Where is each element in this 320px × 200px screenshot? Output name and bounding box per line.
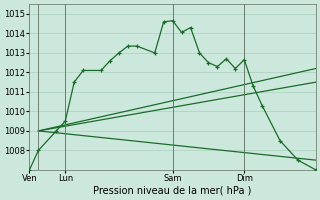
X-axis label: Pression niveau de la mer( hPa ): Pression niveau de la mer( hPa )	[93, 186, 252, 196]
